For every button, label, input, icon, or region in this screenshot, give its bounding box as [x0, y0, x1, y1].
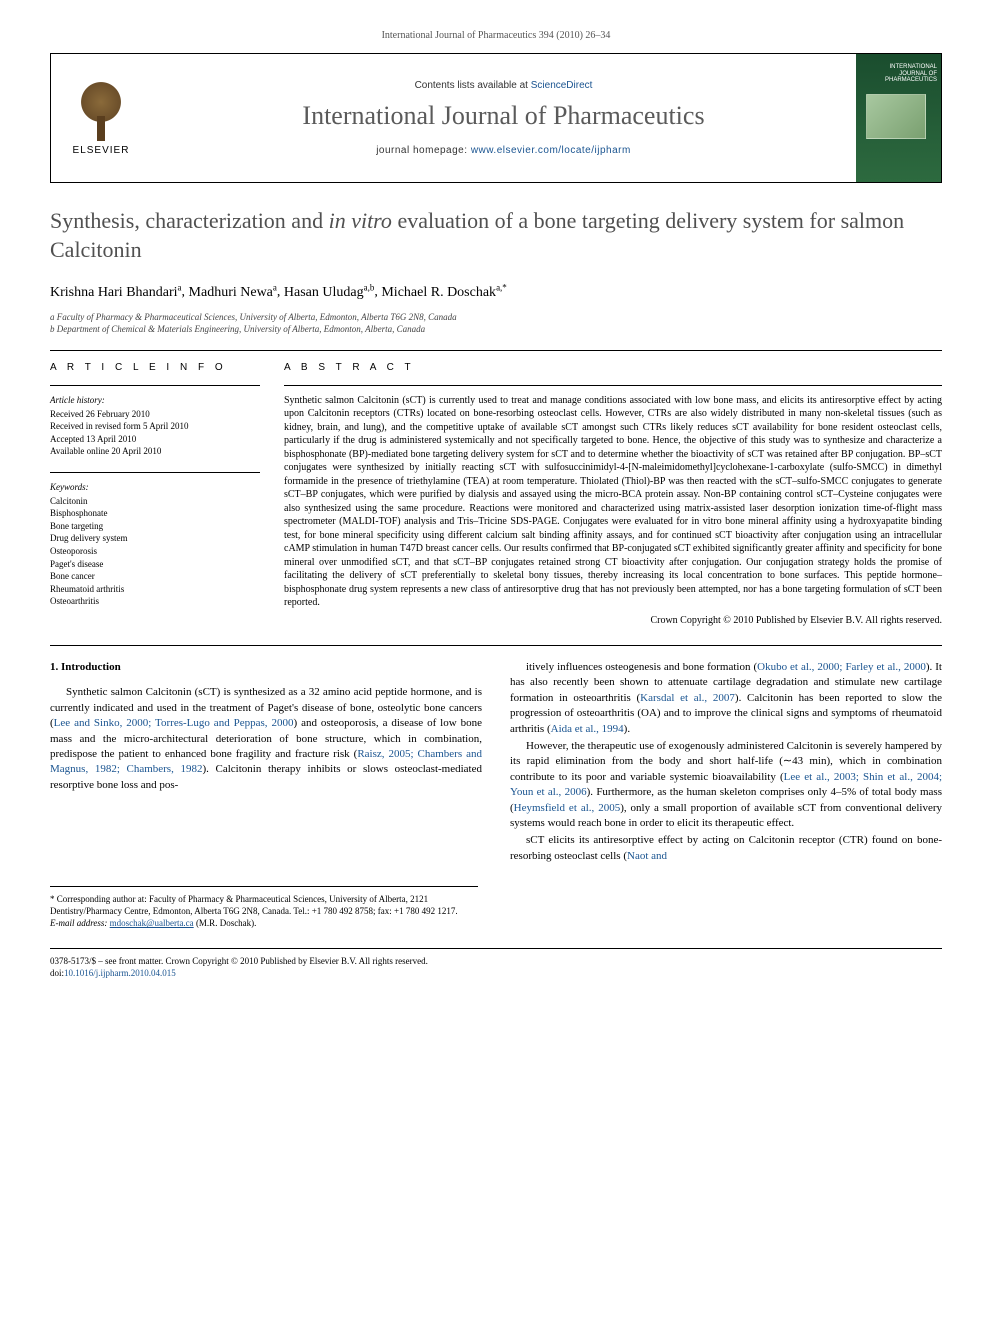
citation-link[interactable]: Okubo et al., 2000; Farley et al., 2000 [757, 661, 926, 673]
body-right-column: itively influences osteogenesis and bone… [510, 660, 942, 866]
cover-title: INTERNATIONAL JOURNAL OF PHARMACEUTICS [860, 64, 937, 84]
body-paragraph: However, the therapeutic use of exogenou… [510, 739, 942, 831]
elsevier-tree-icon [71, 81, 131, 141]
abstract-copyright: Crown Copyright © 2010 Published by Else… [284, 614, 942, 628]
email-author-suffix: (M.R. Doschak). [194, 918, 257, 928]
author: Madhuri Newaa [189, 285, 277, 300]
title-italic: in vitro [329, 208, 392, 233]
doi-label: doi: [50, 968, 64, 978]
article-info-column: A R T I C L E I N F O Article history: R… [50, 361, 260, 627]
author: Hasan Uludaga,b [284, 285, 374, 300]
citation-link[interactable]: Lee et al., 2003; Shin et al., 2004; You… [510, 771, 942, 798]
body-left-column: 1. Introduction Synthetic salmon Calcito… [50, 660, 482, 866]
divider [50, 350, 942, 351]
corresponding-text: * Corresponding author at: Faculty of Ph… [50, 893, 478, 917]
history-item: Available online 20 April 2010 [50, 445, 260, 458]
keyword-item: Osteoarthritis [50, 595, 260, 608]
history-item: Accepted 13 April 2010 [50, 433, 260, 446]
journal-masthead: ELSEVIER Contents lists available at Sci… [50, 53, 942, 183]
doi-line: doi:10.1016/j.ijpharm.2010.04.015 [50, 967, 942, 980]
keyword-item: Bone cancer [50, 570, 260, 583]
keyword-item: Bone targeting [50, 520, 260, 533]
keywords-label: Keywords: [50, 481, 260, 494]
email-line: E-mail address: mdoschak@ualberta.ca (M.… [50, 917, 478, 929]
title-pre: Synthesis, characterization and [50, 208, 329, 233]
body-paragraph: itively influences osteogenesis and bone… [510, 660, 942, 737]
journal-name: International Journal of Pharmaceutics [302, 101, 704, 131]
keyword-item: Drug delivery system [50, 532, 260, 545]
body-columns: 1. Introduction Synthetic salmon Calcito… [50, 645, 942, 866]
affiliation-line: a Faculty of Pharmacy & Pharmaceutical S… [50, 311, 942, 324]
body-paragraph: Synthetic salmon Calcitonin (sCT) is syn… [50, 685, 482, 793]
keyword-item: Bisphosphonate [50, 507, 260, 520]
citation-link[interactable]: Heymsfield et al., 2005 [514, 802, 621, 814]
corresponding-author-footnote: * Corresponding author at: Faculty of Ph… [50, 886, 478, 929]
history-item: Received 26 February 2010 [50, 408, 260, 421]
publisher-logo: ELSEVIER [51, 54, 151, 182]
keyword-item: Rheumatoid arthritis [50, 583, 260, 596]
abstract-text: Synthetic salmon Calcitonin (sCT) is cur… [284, 385, 942, 610]
history-item: Received in revised form 5 April 2010 [50, 420, 260, 433]
keyword-item: Osteoporosis [50, 545, 260, 558]
running-header: International Journal of Pharmaceutics 3… [50, 30, 942, 41]
abstract-heading: A B S T R A C T [284, 361, 942, 375]
cover-image-placeholder [866, 94, 926, 139]
publisher-name: ELSEVIER [73, 145, 130, 156]
email-label: E-mail address: [50, 918, 110, 928]
citation-link[interactable]: Aida et al., 1994 [551, 723, 624, 735]
doi-link[interactable]: 10.1016/j.ijpharm.2010.04.015 [64, 968, 176, 978]
journal-cover-thumbnail: INTERNATIONAL JOURNAL OF PHARMACEUTICS [856, 54, 941, 182]
article-title: Synthesis, characterization and in vitro… [50, 207, 942, 264]
body-paragraph: sCT elicits its antiresorptive effect by… [510, 833, 942, 864]
homepage-link[interactable]: www.elsevier.com/locate/ijpharm [471, 145, 631, 156]
masthead-center: Contents lists available at ScienceDirec… [151, 54, 856, 182]
abstract-column: A B S T R A C T Synthetic salmon Calcito… [284, 361, 942, 627]
keyword-item: Calcitonin [50, 495, 260, 508]
affiliations: a Faculty of Pharmacy & Pharmaceutical S… [50, 311, 942, 336]
author: Krishna Hari Bhandaria [50, 285, 182, 300]
authors-line: Krishna Hari Bhandaria, Madhuri Newaa, H… [50, 282, 942, 301]
page-footer: 0378-5173/$ – see front matter. Crown Co… [50, 948, 942, 980]
keywords-block: Keywords: CalcitoninBisphosphonateBone t… [50, 472, 260, 608]
section-heading-intro: 1. Introduction [50, 660, 482, 675]
citation-link[interactable]: Karsdal et al., 2007 [640, 692, 735, 704]
article-history-block: Article history: Received 26 February 20… [50, 385, 260, 458]
author: Michael R. Doschaka,* [381, 285, 506, 300]
contents-prefix: Contents lists available at [415, 80, 531, 91]
homepage-prefix: journal homepage: [376, 145, 471, 156]
history-label: Article history: [50, 394, 260, 407]
sciencedirect-link[interactable]: ScienceDirect [531, 80, 593, 91]
homepage-line: journal homepage: www.elsevier.com/locat… [376, 145, 631, 156]
contents-available-line: Contents lists available at ScienceDirec… [415, 80, 593, 91]
citation-link[interactable]: Lee and Sinko, 2000; Torres-Lugo and Pep… [54, 717, 294, 729]
history-list: Received 26 February 2010Received in rev… [50, 408, 260, 458]
keyword-item: Paget's disease [50, 558, 260, 571]
citation-link[interactable]: Raisz, 2005; Chambers and Magnus, 1982; … [50, 748, 482, 775]
citation-link[interactable]: Naot and [627, 850, 667, 862]
keywords-list: CalcitoninBisphosphonateBone targetingDr… [50, 495, 260, 608]
article-info-heading: A R T I C L E I N F O [50, 361, 260, 375]
corresponding-email-link[interactable]: mdoschak@ualberta.ca [110, 918, 194, 928]
affiliation-line: b Department of Chemical & Materials Eng… [50, 323, 942, 336]
issn-line: 0378-5173/$ – see front matter. Crown Co… [50, 955, 942, 968]
